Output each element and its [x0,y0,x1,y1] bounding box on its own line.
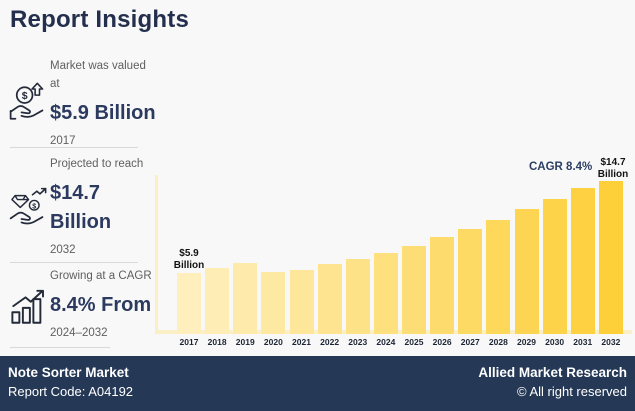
stat-label: Growing at a CAGR [50,270,152,282]
svg-text:$: $ [22,90,28,102]
x-tick-label: 2018 [207,337,227,347]
y-axis-line [155,175,158,334]
stat-market-valued: $ Market was valued at $5.9 Billion 2017 [8,58,173,147]
bar-2021 [289,270,314,334]
bar-2025 [402,246,426,334]
bar-2028 [486,220,511,334]
footer-bar: Note Sorter Market Report Code: A04192 A… [0,356,635,411]
x-tick-label: 2019 [235,337,255,347]
growth-chart-icon [8,286,50,328]
bar-2026 [430,237,455,334]
footer-left: Note Sorter Market Report Code: A04192 [8,363,133,401]
divider [10,147,138,148]
x-tick-label: 2023 [348,337,368,347]
bars [177,160,623,334]
x-tick-label: 2030 [545,337,565,347]
market-bar-chart: CAGR 8.4% 2017 2018 2019 2020 2021 2022 2023 20… [155,157,633,360]
copyright: © All right reserved [516,383,627,399]
x-tick-label: 2029 [517,337,536,347]
bar-2022 [317,264,342,334]
bar-2024 [373,253,398,334]
bar-2031 [570,188,595,334]
brand-name: Allied Market Research [478,365,627,380]
page-title: Report Insights [10,6,190,33]
x-tick-label: 2027 [460,337,480,347]
divider [10,347,110,348]
diamond-hand-icon: $ [8,186,50,228]
x-tick-label: 2031 [573,337,593,347]
x-tick-label: 2022 [320,337,340,347]
x-tick-label: 2032 [601,337,621,347]
stat-value: $5.9 Billion [50,101,156,124]
bar-2019 [233,263,258,334]
bar-2023 [345,259,370,334]
report-market-name: Note Sorter Market [8,365,129,380]
bar-2027 [458,229,483,334]
x-tick-label: 2021 [292,337,311,347]
bar-2020 [261,272,286,334]
x-tick-label: 2024 [376,337,396,347]
stat-label: Projected to reach [50,158,144,170]
chart-title: CAGR 8.4% [529,161,593,173]
stat-value: 8.4% From [50,293,152,316]
x-tick-label: 2017 [179,337,199,347]
x-tick-label: 2026 [432,337,452,347]
bar-2018 [205,268,230,334]
bar-2030 [542,199,567,334]
footer-right: Allied Market Research © All right reser… [478,363,627,401]
x-tick-labels: 2017 2018 2019 2020 2021 2022 2023 2024 2025 2026… [177,337,623,347]
bar-2032 [598,181,623,334]
x-tick-label: 2020 [263,337,283,347]
stat-period: 2017 [50,134,76,147]
stat-cagr: Growing at a CAGR 8.4% From 2024–2032 [8,268,173,339]
bar-2017 [177,273,201,334]
svg-text:$: $ [32,203,36,210]
money-hand-icon: $ [8,82,50,124]
stat-label: Market was valued at [50,60,146,90]
divider [10,262,138,263]
x-tick-label: 2028 [488,337,508,347]
stat-period: 2024–2032 [50,326,108,339]
x-tick-label: 2025 [404,337,424,347]
bar-2029 [514,209,539,334]
stat-projected: $ Projected to reach $14.7 Billion 2032 [8,156,173,256]
last-bar-value-label: $14.7 Billion [597,157,629,180]
stat-value: $14.7 Billion [50,181,112,233]
report-code: Report Code: A04192 [8,383,134,399]
first-bar-value-label: $5.9 Billion [173,248,205,271]
stat-period: 2032 [50,243,76,256]
